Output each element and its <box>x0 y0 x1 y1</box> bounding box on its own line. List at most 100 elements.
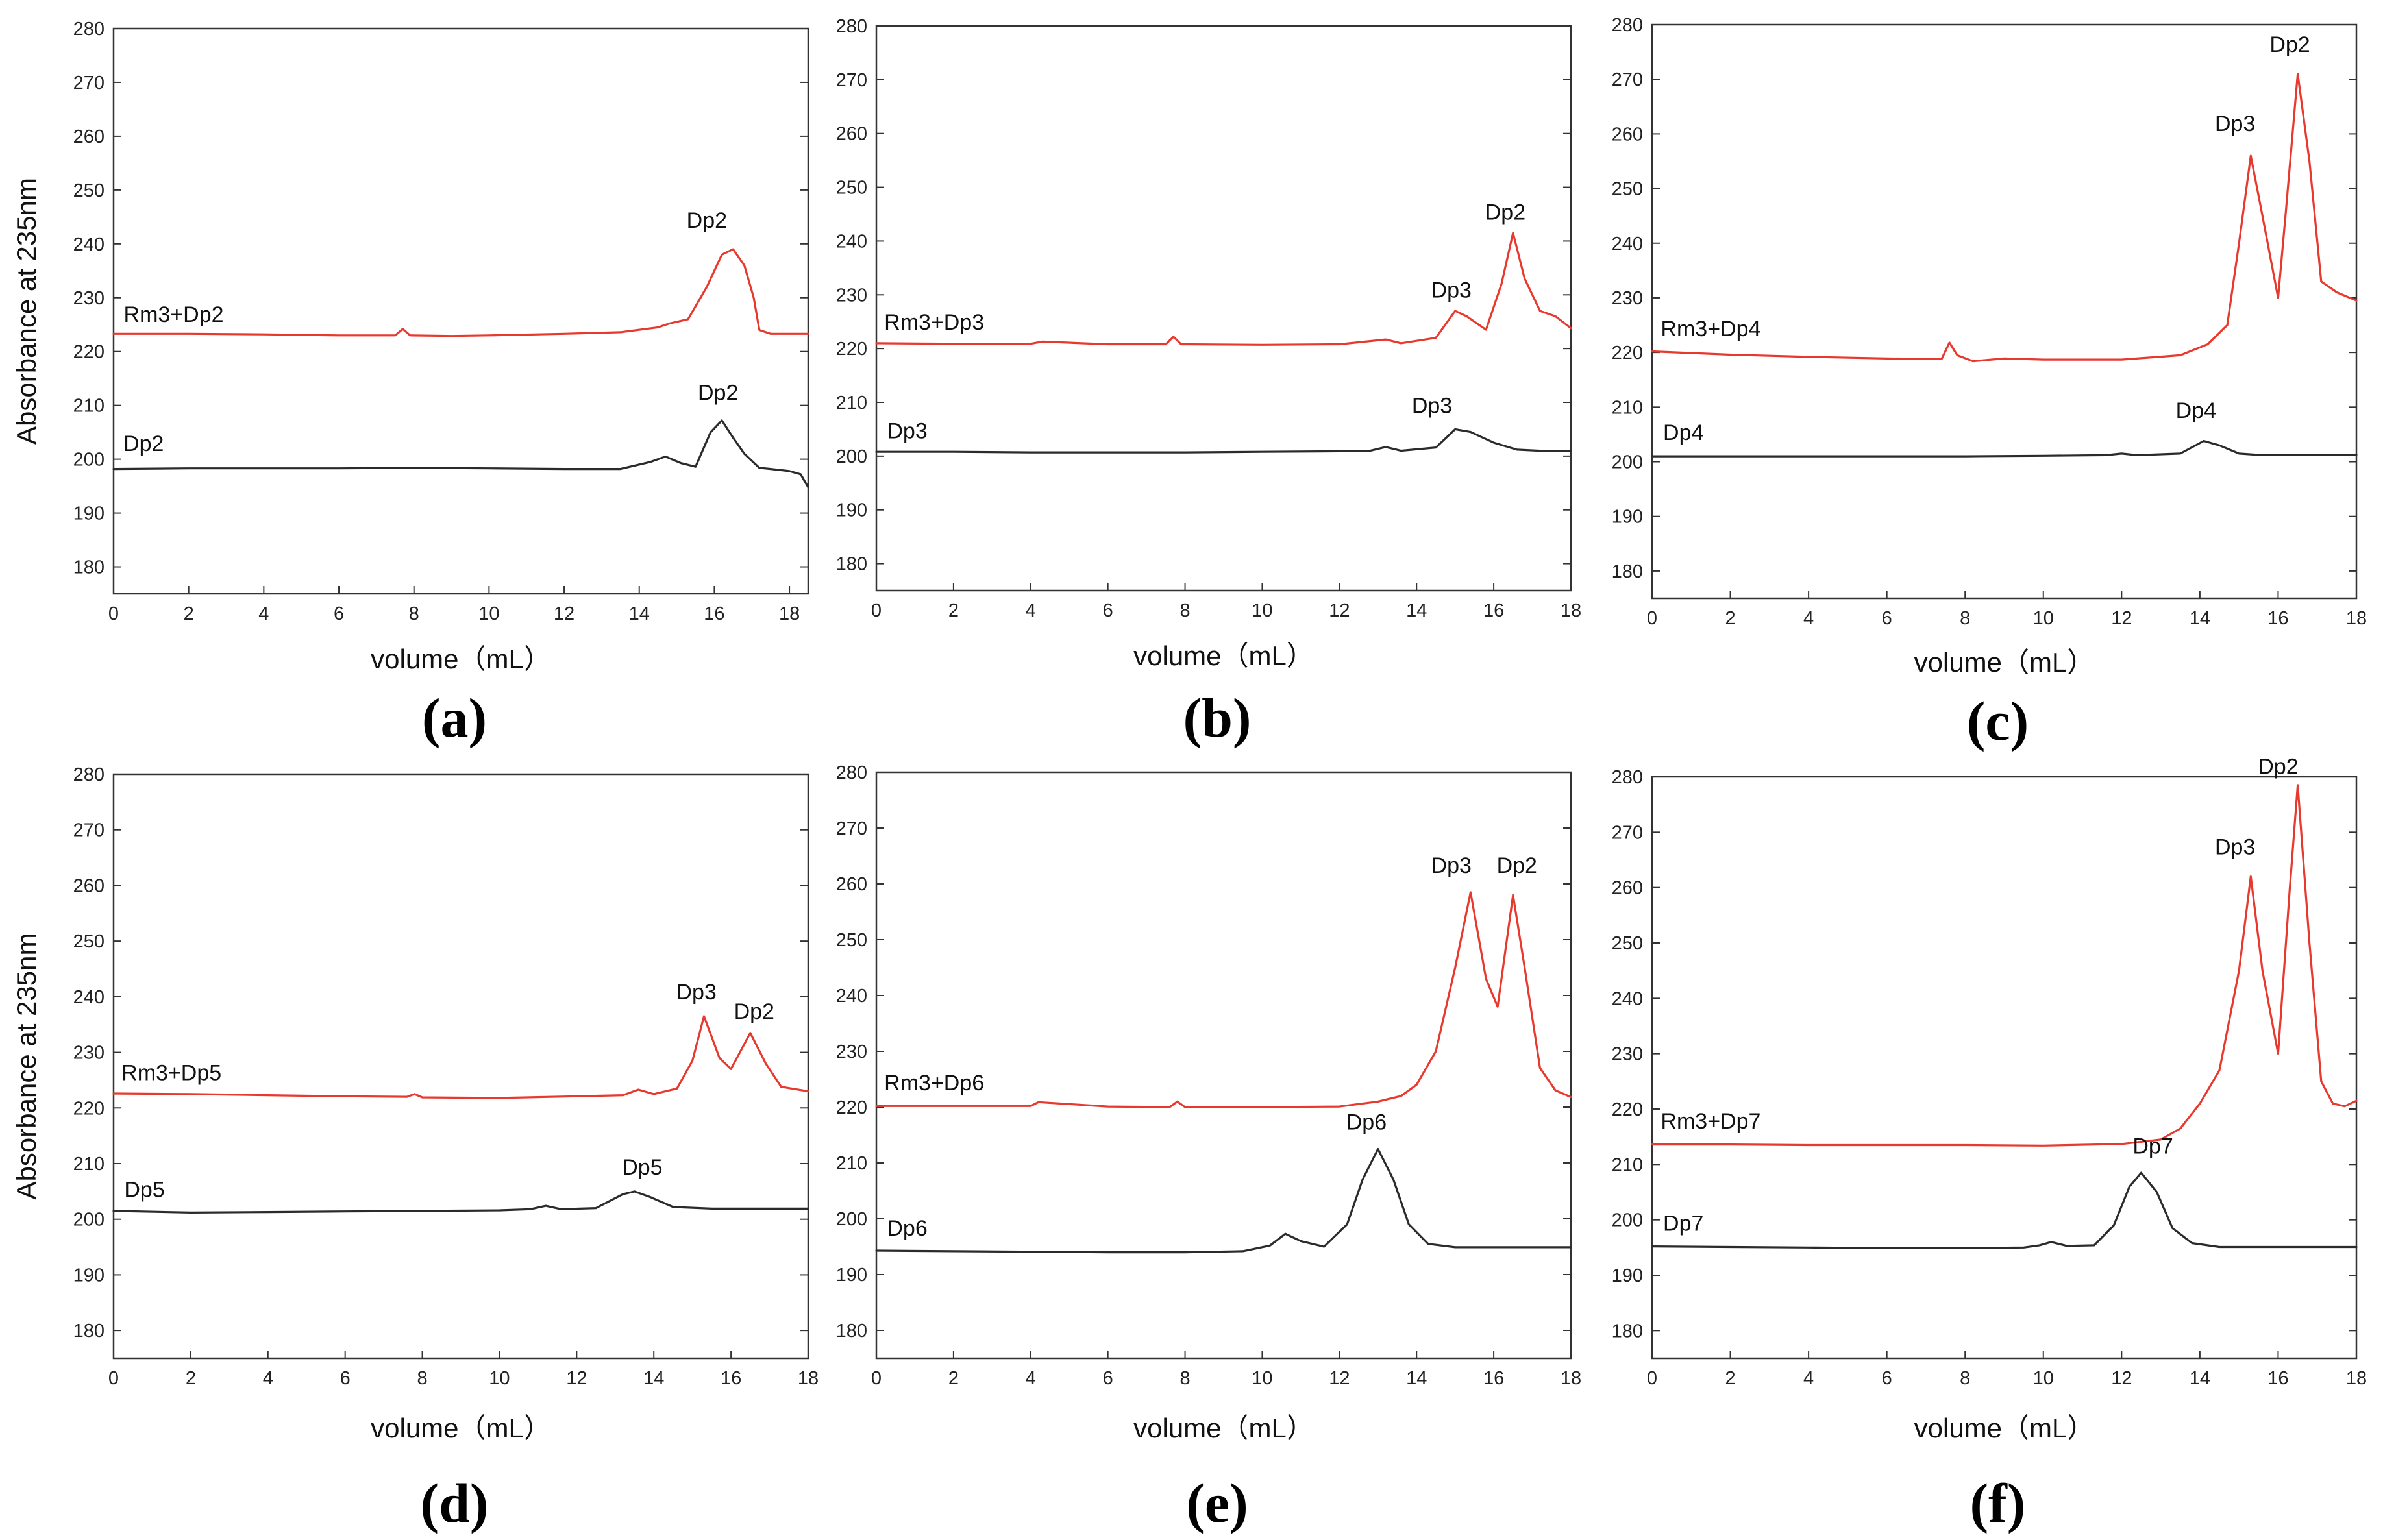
x-tick-label: 14 <box>2190 1368 2210 1389</box>
peak-label: Dp3 <box>676 980 716 1005</box>
panel-letter: (b) <box>1183 687 1251 749</box>
y-tick-label: 260 <box>73 127 105 147</box>
x-tick-label: 10 <box>2033 1368 2054 1389</box>
x-tick-label: 6 <box>1882 1368 1892 1389</box>
chart-panel-3: 180 190 200 210 220 230 240 250 260 270 280 0 2 4 6 8 10… <box>1612 15 2367 752</box>
y-tick-label: 230 <box>73 1043 105 1064</box>
y-tick-label: 270 <box>73 73 105 93</box>
x-axis-label: volume（mL） <box>371 1413 551 1443</box>
x-tick-label: 6 <box>1103 600 1113 621</box>
peak-label: Dp2 <box>2258 755 2298 779</box>
x-axis-label: volume（mL） <box>1914 647 2095 678</box>
y-tick-label: 260 <box>836 124 867 145</box>
x-tick-label: 2 <box>184 604 194 624</box>
x-tick-label: 2 <box>948 1368 959 1389</box>
series-line-rm3-mix <box>875 232 1572 346</box>
x-tick-label: 18 <box>1561 1368 1581 1389</box>
peak-label: Dp6 <box>1346 1110 1387 1134</box>
x-tick-label: 2 <box>948 600 959 621</box>
series-label: Rm3+Dp7 <box>1661 1109 1760 1134</box>
x-tick-label: 4 <box>1803 608 1814 629</box>
x-tick-label: 14 <box>2190 608 2210 629</box>
y-tick-label: 190 <box>836 500 867 521</box>
series-label: Dp5 <box>124 1177 164 1202</box>
peak-label: Dp4 <box>2176 398 2216 423</box>
series-line-reference <box>1651 439 2358 458</box>
y-tick-label: 190 <box>73 1265 105 1286</box>
y-tick-label: 230 <box>1612 288 1643 309</box>
x-tick-label: 16 <box>2267 1368 2288 1389</box>
y-tick-label: 200 <box>836 446 867 467</box>
y-tick-label: 190 <box>836 1265 867 1286</box>
y-tick-label: 240 <box>73 987 105 1008</box>
y-tick-label: 230 <box>836 1042 867 1062</box>
series-line-reference <box>1651 1171 2358 1249</box>
x-axis-label: volume（mL） <box>371 644 551 674</box>
peak-label: Dp3 <box>1431 853 1472 878</box>
peak-label: Dp2 <box>1497 853 1537 878</box>
x-tick-label: 6 <box>340 1368 351 1389</box>
peak-label: Dp2 <box>2269 32 2310 57</box>
x-tick-label: 8 <box>417 1368 427 1389</box>
peak-label: Dp3 <box>2215 112 2255 136</box>
x-tick-label: 18 <box>2346 1368 2367 1389</box>
x-tick-label: 2 <box>186 1368 196 1389</box>
series-line-rm3-mix <box>1651 784 2358 1147</box>
x-tick-label: 12 <box>2111 608 2132 629</box>
y-tick-label: 270 <box>1612 69 1643 90</box>
x-tick-label: 12 <box>554 604 574 624</box>
x-tick-label: 6 <box>1103 1368 1113 1389</box>
series-label: Dp6 <box>887 1216 927 1241</box>
x-tick-label: 18 <box>798 1368 819 1389</box>
x-tick-label: 10 <box>489 1368 510 1389</box>
y-tick-label: 280 <box>73 764 105 785</box>
y-tick-label: 230 <box>1612 1044 1643 1065</box>
y-tick-label: 270 <box>836 818 867 839</box>
y-tick-label: 280 <box>836 763 867 783</box>
series-label: Rm3+Dp2 <box>124 302 224 327</box>
x-tick-label: 4 <box>258 604 269 624</box>
series-line-reference <box>112 1190 809 1214</box>
series-line-rm3-mix <box>112 1015 809 1099</box>
plot-frame <box>875 25 1572 592</box>
x-tick-label: 0 <box>108 1368 119 1389</box>
panel-letter: (c) <box>1967 690 2029 752</box>
plot-frame <box>112 773 809 1360</box>
peak-label: Dp3 <box>1412 394 1452 419</box>
x-tick-label: 12 <box>566 1368 587 1389</box>
y-tick-label: 280 <box>73 19 105 40</box>
y-tick-label: 260 <box>73 875 105 896</box>
x-tick-label: 12 <box>2111 1368 2132 1389</box>
peak-label: Dp2 <box>698 380 738 405</box>
y-tick-label: 180 <box>73 557 105 578</box>
y-tick-label: 240 <box>1612 234 1643 254</box>
y-tick-label: 280 <box>1612 15 1643 36</box>
y-tick-label: 200 <box>1612 452 1643 473</box>
series-label: Dp3 <box>887 419 927 444</box>
x-tick-label: 8 <box>1179 1368 1190 1389</box>
chart-panel-5: 180 190 200 210 220 230 240 250 260 270 280 0 2 4 6 8 10… <box>836 763 1582 1534</box>
y-tick-label: 270 <box>73 820 105 841</box>
chart-panel-6: 180 190 200 210 220 230 240 250 260 270 280 0 2 4 6 8 10… <box>1612 755 2367 1534</box>
x-tick-label: 14 <box>629 604 650 624</box>
chart-panel-4: 180 190 200 210 220 230 240 250 260 270 280 0 2 4 6 8 10… <box>11 764 819 1534</box>
y-tick-label: 250 <box>836 930 867 951</box>
y-tick-label: 240 <box>836 986 867 1007</box>
chart-panel-1: 180 190 200 210 220 230 240 250 260 270 280 0 2 4 6 8 10… <box>11 19 809 749</box>
y-tick-label: 270 <box>1612 822 1643 843</box>
x-tick-label: 8 <box>1179 600 1190 621</box>
peak-label: Dp2 <box>734 999 774 1024</box>
y-tick-label: 220 <box>1612 343 1643 363</box>
x-tick-label: 12 <box>1329 600 1350 621</box>
y-tick-label: 240 <box>1612 988 1643 1009</box>
y-tick-label: 200 <box>73 450 105 471</box>
y-tick-label: 260 <box>836 874 867 895</box>
x-tick-label: 14 <box>643 1368 664 1389</box>
y-tick-label: 270 <box>836 70 867 91</box>
y-tick-label: 210 <box>1612 397 1643 418</box>
y-tick-label: 220 <box>73 342 105 363</box>
y-tick-label: 220 <box>836 339 867 360</box>
y-tick-label: 250 <box>1612 933 1643 954</box>
y-tick-label: 280 <box>836 16 867 37</box>
